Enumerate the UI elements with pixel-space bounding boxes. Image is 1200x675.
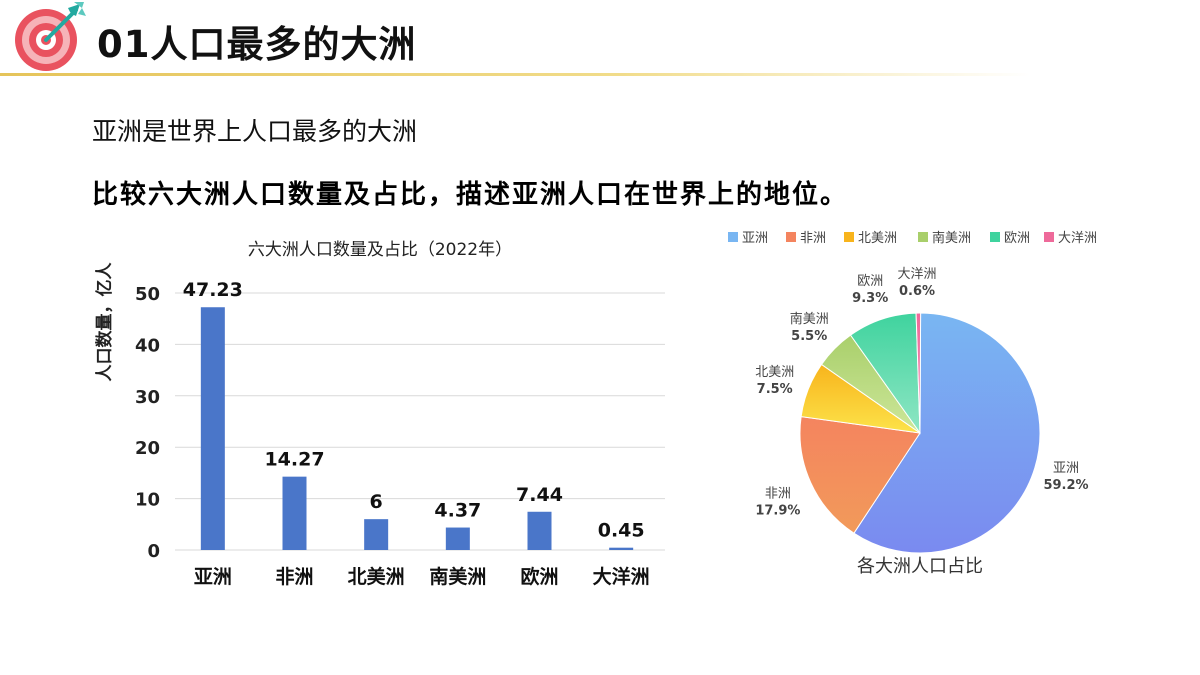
pie-percent-label: 0.6% (899, 284, 935, 299)
bar-chart-bar (609, 547, 634, 550)
pie-legend-label: 大洋洲 (1058, 231, 1097, 246)
bar-chart-bar (282, 476, 307, 550)
bar-chart-bar (364, 519, 389, 550)
pie-category-label: 欧洲 (857, 274, 883, 289)
subtitle: 亚洲是世界上人口最多的大洲 (92, 117, 418, 146)
pie-legend-label: 亚洲 (742, 231, 768, 246)
pie-percent-label: 7.5% (757, 382, 793, 397)
bar-chart-y-tick-label: 30 (135, 387, 160, 408)
pie-category-label: 南美洲 (790, 311, 829, 327)
pie-percent-label: 5.5% (791, 329, 827, 344)
pie-legend-label: 北美洲 (858, 231, 897, 246)
pie-category-label: 北美洲 (755, 365, 794, 380)
pie-category-label: 非洲 (765, 486, 791, 501)
bar-chart-data-label: 0.45 (598, 520, 645, 542)
header: 01人口最多的大洲 (0, 0, 1200, 78)
bar-chart-x-tick-label: 非洲 (275, 566, 313, 588)
bar-chart-x-tick-label: 亚洲 (194, 566, 232, 588)
pie-legend-label: 非洲 (800, 231, 826, 246)
bar-chart-data-label: 6 (370, 491, 383, 513)
pie-legend-label: 欧洲 (1004, 231, 1030, 246)
pie-category-label: 大洋洲 (897, 267, 936, 282)
pie-legend-swatch (1044, 232, 1054, 242)
target-arrow-icon (15, 2, 86, 71)
bar-chart-bar (200, 307, 225, 550)
header-divider (0, 73, 1030, 76)
instruction-text: 比较六大洲人口数量及占比，描述亚洲人口在世界上的地位。 (92, 180, 849, 210)
bar-chart-data-label: 7.44 (516, 484, 563, 506)
bar-chart-data-label: 14.27 (264, 449, 324, 471)
pie-category-label: 亚洲 (1053, 461, 1079, 476)
bar-chart-y-tick-label: 40 (135, 335, 160, 356)
bar-chart-x-tick-label: 大洋洲 (593, 565, 650, 588)
bar-chart-y-tick-label: 10 (135, 490, 160, 511)
pie-slice (915, 312, 922, 434)
bar-chart-y-tick-label: 20 (135, 438, 160, 459)
pie-legend-swatch (786, 232, 796, 242)
pie-slice (853, 312, 1041, 554)
bar-chart-data-label: 4.37 (434, 500, 481, 522)
pie-slice (799, 416, 921, 534)
bar-chart-bar (445, 527, 470, 550)
bar-chart-data-label: 47.23 (183, 279, 243, 301)
page-title: 01人口最多的大洲 (97, 23, 417, 66)
pie-legend-swatch (844, 232, 854, 242)
pie-legend-swatch (728, 232, 738, 242)
bar-chart-bar (527, 511, 552, 550)
pie-legend-swatch (918, 232, 928, 242)
pie-percent-label: 17.9% (755, 503, 800, 518)
bar-chart-y-axis-label: 人口数量，亿人 (94, 262, 115, 382)
pie-legend-swatch (990, 232, 1000, 242)
bar-chart-y-tick-label: 0 (147, 541, 160, 562)
pie-legend-label: 南美洲 (932, 230, 971, 246)
bar-chart-x-tick-label: 欧洲 (520, 565, 558, 588)
pie-percent-label: 59.2% (1043, 478, 1088, 493)
bar-chart-x-tick-label: 南美洲 (429, 565, 486, 588)
pie-chart-title: 各大洲人口占比 (857, 556, 983, 577)
pie-percent-label: 9.3% (852, 291, 888, 306)
bar-chart-y-tick-label: 50 (135, 284, 160, 305)
population-bar-chart: 六大洲人口数量及占比（2022年） 人口数量，亿人 0 10 20 30 40 50 47.23… (94, 240, 665, 588)
bar-chart-title: 六大洲人口数量及占比（2022年） (248, 240, 512, 260)
bar-chart-x-tick-label: 北美洲 (348, 565, 405, 588)
population-share-pie-chart: 亚洲 非洲 北美洲 南美洲 欧洲 大洋洲亚洲59.2%非洲17.9%北美洲7.5%南美洲5… (728, 230, 1097, 577)
